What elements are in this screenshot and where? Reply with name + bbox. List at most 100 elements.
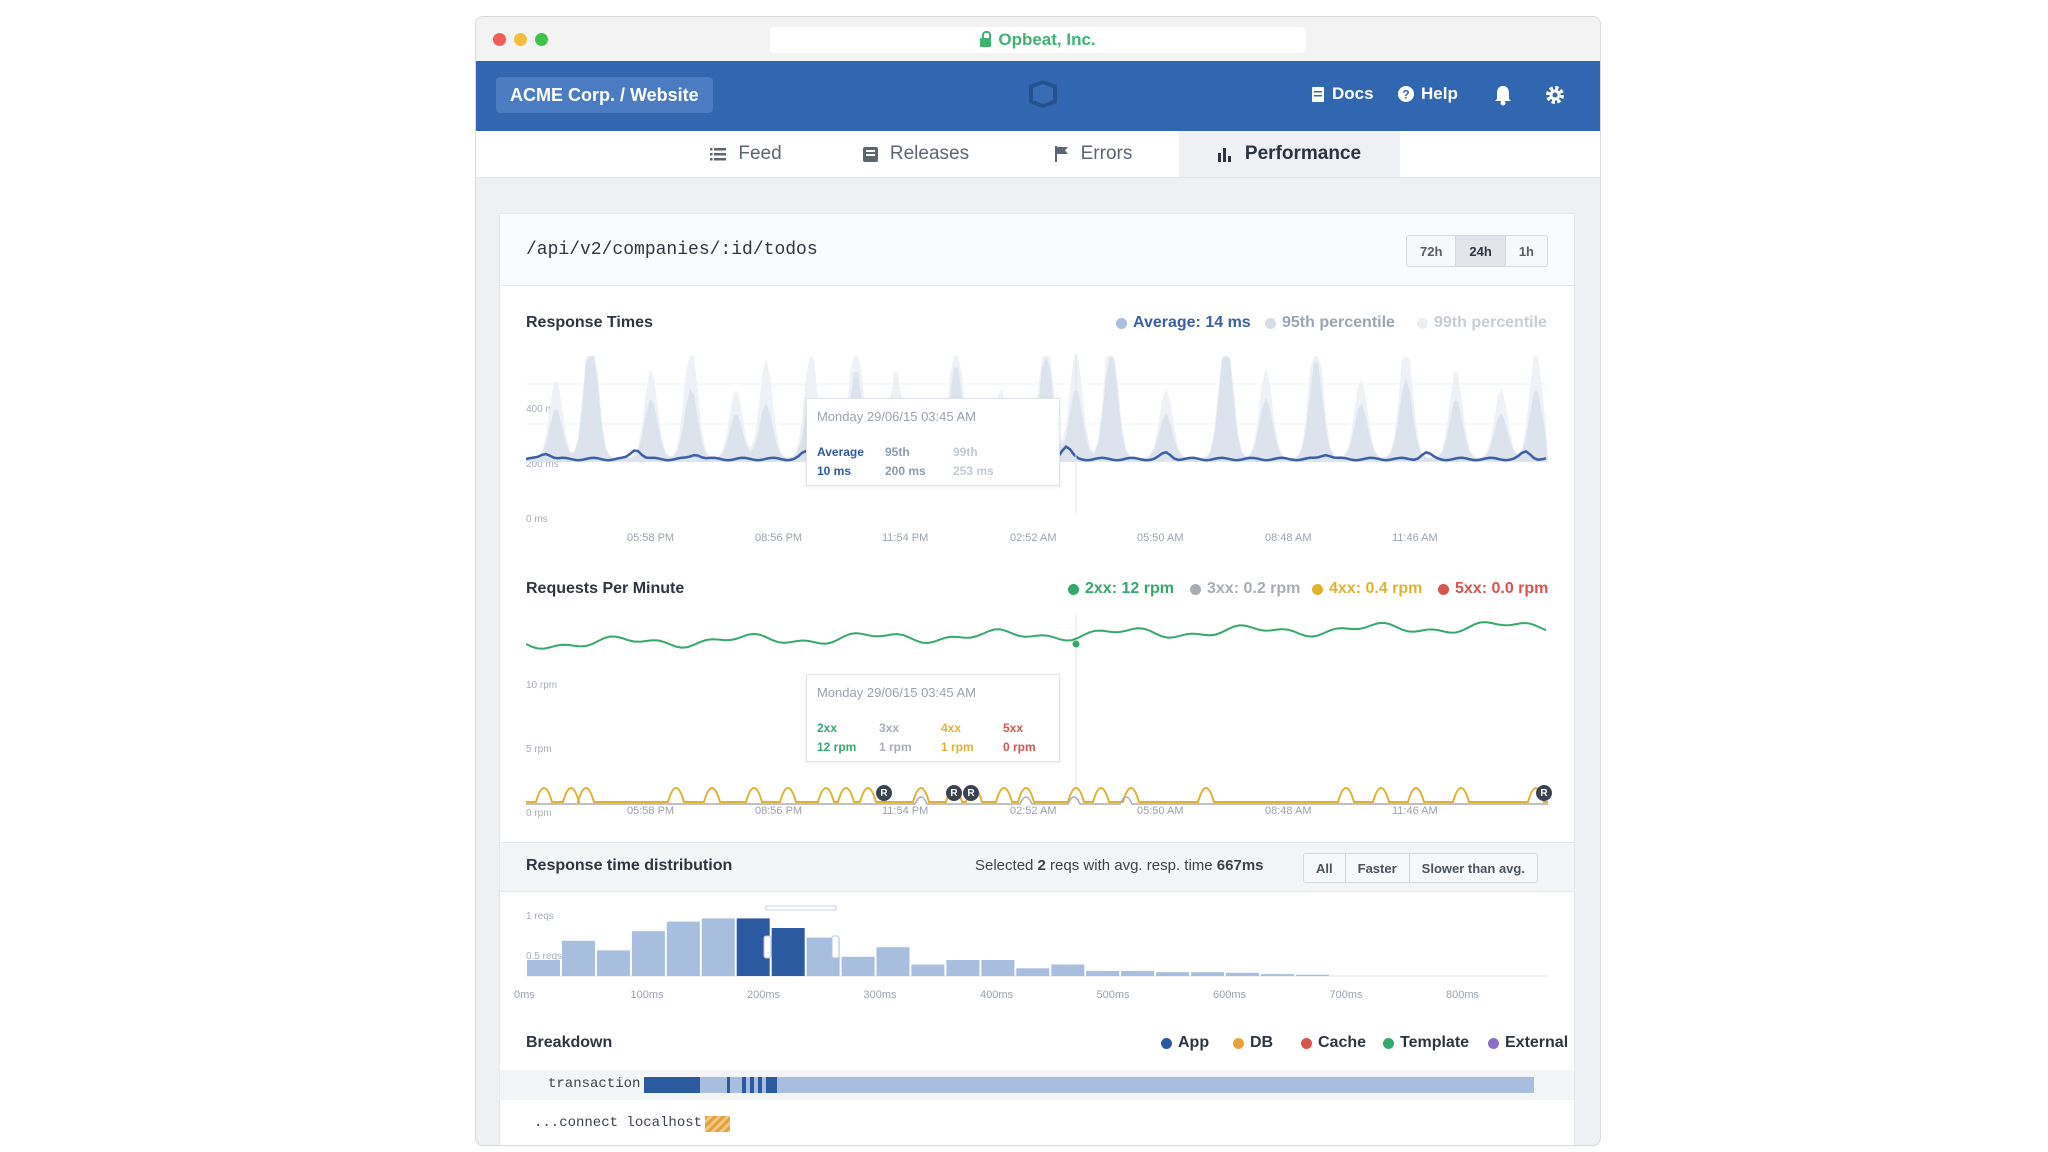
org-switcher[interactable]: ACME Corp. / Website xyxy=(496,77,713,113)
histogram-bar[interactable] xyxy=(841,956,875,976)
dist-xtick: 600ms xyxy=(1213,989,1247,1001)
app-segment xyxy=(766,1077,777,1093)
rpm-title: Requests Per Minute xyxy=(526,580,685,597)
legend-average-label: Average: 14 ms xyxy=(1133,314,1251,331)
legend-2xx-swatch xyxy=(1068,583,1079,595)
list-icon xyxy=(710,147,727,160)
db-segment xyxy=(705,1116,730,1132)
address-bar[interactable]: Opbeat, Inc. xyxy=(770,27,1306,53)
tab-errors[interactable]: Errors xyxy=(1011,131,1176,177)
3xx-line xyxy=(526,796,1548,805)
maximize-window-icon[interactable] xyxy=(535,33,548,46)
rt-xtick-6: 08:48 AM xyxy=(1265,532,1312,544)
histogram-bar[interactable] xyxy=(1156,972,1190,976)
histogram-bar[interactable] xyxy=(911,964,945,977)
bar-chart-icon xyxy=(1217,147,1231,162)
summary-middle: reqs with avg. resp. time xyxy=(1045,857,1217,874)
range-72h-button[interactable]: 72h xyxy=(1407,236,1457,266)
response-times-tooltip: Monday 29/06/15 03:45 AM Average 10 ms 95… xyxy=(806,398,1060,486)
address-bar-text: Opbeat, Inc. xyxy=(998,30,1096,49)
release-marker[interactable]: R xyxy=(1536,785,1552,801)
legend-5xx[interactable]: 5xx: 0.0 rpm xyxy=(1438,580,1548,598)
rt-xtick-4: 02:52 AM xyxy=(1010,532,1057,544)
filter-all-button[interactable]: All xyxy=(1304,854,1346,882)
svg-text:?: ? xyxy=(1402,88,1409,102)
histogram-bar[interactable] xyxy=(1051,964,1085,977)
legend-average[interactable]: Average: 14 ms xyxy=(1116,314,1251,332)
rpm-tooltip-2xx: 2xx 12 rpm xyxy=(817,719,856,757)
range-24h-button[interactable]: 24h xyxy=(1456,236,1506,266)
notifications-bell-icon[interactable] xyxy=(1493,84,1513,106)
legend-4xx[interactable]: 4xx: 0.4 rpm xyxy=(1312,580,1422,598)
filter-faster-button[interactable]: Faster xyxy=(1346,854,1410,882)
histogram-bar[interactable] xyxy=(946,960,980,976)
histogram-bar[interactable] xyxy=(1016,968,1050,976)
rt-tooltip-p95-value: 200 ms xyxy=(885,464,926,478)
legend-2xx[interactable]: 2xx: 12 rpm xyxy=(1068,580,1174,598)
histogram-bar[interactable] xyxy=(1261,974,1294,976)
legend-p95[interactable]: 95th percentile xyxy=(1265,314,1395,332)
tab-releases[interactable]: Releases xyxy=(821,131,1011,177)
rpm-tooltip-3xx-head: 3xx xyxy=(879,721,900,735)
histogram-bar[interactable] xyxy=(876,947,910,976)
help-link[interactable]: ? Help xyxy=(1398,84,1458,104)
rpm-tooltip-4xx: 4xx 1 rpm xyxy=(941,719,974,757)
card-header: /api/v2/companies/:id/todos 72h 24h 1h xyxy=(500,214,1574,286)
legend-5xx-swatch xyxy=(1438,583,1449,595)
close-window-icon[interactable] xyxy=(493,33,506,46)
filter-slower-button[interactable]: Slower than avg. xyxy=(1421,860,1525,876)
legend-p99[interactable]: 99th percentile xyxy=(1417,314,1547,332)
rt-tooltip-p99-head: 99th xyxy=(953,445,978,459)
histogram-bar[interactable] xyxy=(666,921,700,976)
rpm-chart[interactable] xyxy=(526,614,1548,814)
legend-db[interactable]: DB xyxy=(1233,1034,1273,1052)
tab-feed[interactable]: Feed xyxy=(671,131,821,177)
legend-template[interactable]: Template xyxy=(1383,1034,1469,1052)
brush-handle-left[interactable] xyxy=(763,935,772,959)
release-marker[interactable]: R xyxy=(876,785,892,801)
breakdown-row-connect[interactable]: ...connect localhost xyxy=(500,1109,1574,1139)
histogram-bar[interactable] xyxy=(596,950,630,976)
histogram-bar[interactable] xyxy=(1191,972,1225,976)
histogram-bar[interactable] xyxy=(1121,970,1155,976)
distribution-summary: Selected 2 reqs with avg. resp. time 667… xyxy=(975,857,1264,874)
rpm-tooltip-4xx-head: 4xx xyxy=(941,721,962,735)
settings-gear-icon[interactable] xyxy=(1544,84,1566,106)
histogram-bar-selected[interactable] xyxy=(771,928,805,976)
release-marker[interactable]: R xyxy=(946,785,962,801)
rpm-xtick-1: 05:58 PM xyxy=(627,805,675,817)
docs-link[interactable]: Docs xyxy=(1312,84,1374,104)
breakdown-row-label: ...connect localhost xyxy=(534,1115,703,1131)
dist-xtick: 400ms xyxy=(980,989,1014,1001)
time-range-selector: 72h 24h 1h xyxy=(1406,235,1548,267)
histogram-bar[interactable] xyxy=(527,960,560,976)
rpm-ytick-0: 0 rpm xyxy=(526,808,552,819)
rt-xtick-7: 11:46 AM xyxy=(1392,532,1438,544)
range-1h-button[interactable]: 1h xyxy=(1505,236,1547,266)
legend-app[interactable]: App xyxy=(1161,1034,1209,1052)
rpm-xtick-7: 11:46 AM xyxy=(1392,805,1438,817)
minimize-window-icon[interactable] xyxy=(514,33,527,46)
release-marker[interactable]: R xyxy=(963,785,979,801)
breakdown-row-transaction[interactable]: transaction xyxy=(500,1070,1574,1100)
legend-external[interactable]: External xyxy=(1488,1034,1568,1052)
rt-tooltip-date: Monday 29/06/15 03:45 AM xyxy=(817,409,977,424)
histogram-bar[interactable] xyxy=(1086,970,1120,976)
legend-cache[interactable]: Cache xyxy=(1301,1034,1366,1052)
histogram-bar[interactable] xyxy=(701,918,735,976)
rt-tooltip-p99-value: 253 ms xyxy=(953,464,994,478)
histogram-bar[interactable] xyxy=(981,960,1015,976)
selection-brush[interactable] xyxy=(765,905,837,911)
brush-handle-right[interactable] xyxy=(831,935,840,959)
legend-db-label: DB xyxy=(1250,1034,1274,1051)
histogram-bar[interactable] xyxy=(631,931,665,976)
distribution-chart[interactable] xyxy=(526,904,1548,984)
histogram-bar[interactable] xyxy=(1295,974,1329,976)
histogram-bar[interactable] xyxy=(562,940,595,976)
4xx-line xyxy=(526,787,1548,803)
tab-performance[interactable]: Performance xyxy=(1179,131,1400,177)
legend-3xx[interactable]: 3xx: 0.2 rpm xyxy=(1190,580,1300,598)
rpm-xtick-5: 05:50 AM xyxy=(1137,805,1184,817)
histogram-bar[interactable] xyxy=(1226,972,1259,976)
tab-releases-label: Releases xyxy=(889,143,970,164)
